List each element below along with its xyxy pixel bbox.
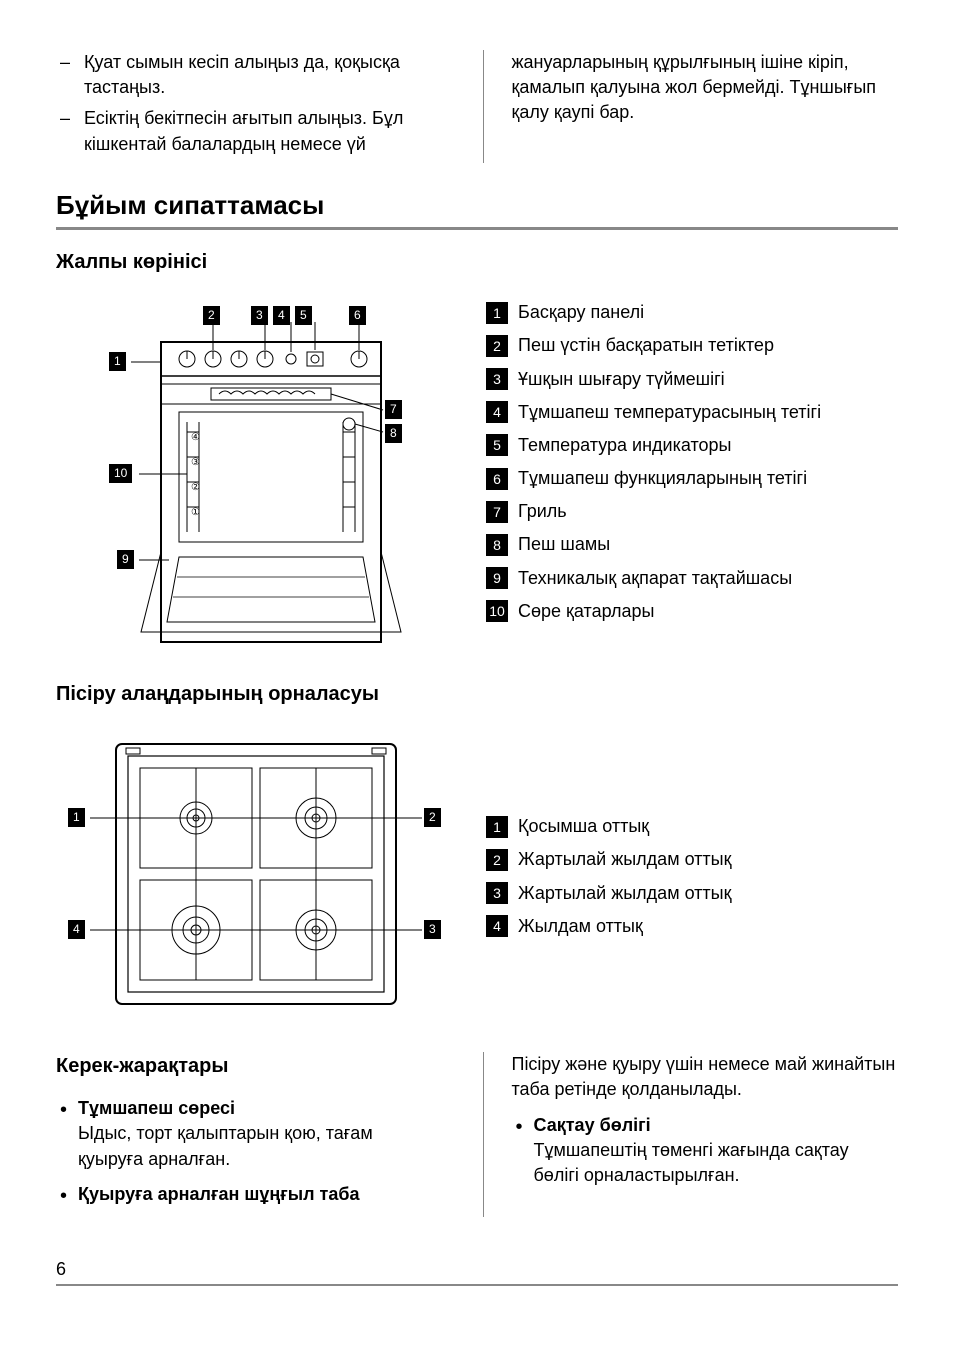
cooktop-figure-row: 1 2 3 4 1 Қосымша оттық 2 Жартылай жылдам …: [56, 724, 898, 1024]
legend-num: 1: [486, 302, 508, 324]
legend-label: Қосымша оттық: [518, 814, 649, 839]
callout-3: 3: [424, 920, 441, 939]
callout-4: 4: [68, 920, 85, 939]
legend-row: 3 Жартылай жылдам оттық: [486, 881, 898, 906]
callout-2: 2: [203, 306, 220, 325]
top-left-list: Қуат сымын кесіп алыңыз да, қоқысқа таст…: [56, 50, 443, 157]
legend-label: Сөре қатарлары: [518, 599, 654, 624]
legend-num: 2: [486, 849, 508, 871]
overview-title: Жалпы көрінісі: [56, 248, 898, 276]
oven-diagram: ④ ③ ② ①: [91, 292, 421, 652]
legend-row: 9 Техникалық ақпарат тақтайшасы: [486, 566, 898, 591]
top-left-col: Қуат сымын кесіп алыңыз да, қоқысқа таст…: [56, 50, 443, 163]
legend-row: 4 Тұмшапеш температурасының тетігі: [486, 400, 898, 425]
legend-row: 6 Тұмшапеш функцияларының тетігі: [486, 466, 898, 491]
legend-row: 3 Ұшқын шығару түймешігі: [486, 367, 898, 392]
cooktop-diagram-wrap: 1 2 3 4: [56, 724, 456, 1024]
legend-row: 4 Жылдам оттық: [486, 914, 898, 939]
accessory-name: Сақтау бөлігі: [534, 1115, 651, 1135]
legend-num: 3: [486, 882, 508, 904]
callout-5: 5: [295, 306, 312, 325]
legend-label: Пеш шамы: [518, 532, 610, 557]
accessories-right-list: Сақтау бөлігі Тұмшапештің төменгі жағынд…: [512, 1113, 899, 1189]
callout-8: 8: [385, 424, 402, 443]
legend-num: 8: [486, 534, 508, 556]
accessory-cont-desc: Пісіру және қуыру үшін немесе май жинайт…: [512, 1052, 899, 1102]
accessories-title: Керек-жарақтары: [56, 1052, 443, 1080]
accessories-right: Пісіру және қуыру үшін немесе май жинайт…: [483, 1052, 899, 1217]
legend-label: Жылдам оттық: [518, 914, 643, 939]
list-item: Қуыруға арналған шұңғыл таба: [78, 1182, 443, 1207]
legend-row: 8 Пеш шамы: [486, 532, 898, 557]
accessory-desc: Тұмшапештің төменгі жағында сақтау бөліг…: [534, 1140, 849, 1185]
accessory-name: Қуыруға арналған шұңғыл таба: [78, 1184, 360, 1204]
legend-row: 1 Қосымша оттық: [486, 814, 898, 839]
cooktop-title: Пісіру алаңдарының орналасуы: [56, 680, 898, 708]
callout-9: 9: [117, 550, 134, 569]
overview-legend: 1 Басқару панелі 2 Пеш үстін басқаратын те…: [486, 292, 898, 652]
accessories-left-list: Тұмшапеш сөресі Ыдыс, торт қалыптарын қо…: [56, 1096, 443, 1207]
legend-row: 10 Сөре қатарлары: [486, 599, 898, 624]
cooktop-legend: 1 Қосымша оттық 2 Жартылай жылдам оттық 3Ж…: [486, 724, 898, 1024]
legend-label: Ұшқын шығару түймешігі: [518, 367, 725, 392]
accessories-left: Керек-жарақтары Тұмшапеш сөресі Ыдыс, то…: [56, 1052, 443, 1217]
legend-label: Тұмшапеш функцияларының тетігі: [518, 466, 807, 491]
rail-num: ③: [191, 457, 200, 468]
top-right-col: жануарларының құрылғының ішіне кіріп, қа…: [483, 50, 899, 163]
legend-num: 2: [486, 335, 508, 357]
page-number: 6: [56, 1257, 898, 1282]
legend-row: 1 Басқару панелі: [486, 300, 898, 325]
legend-row: 5 Температура индикаторы: [486, 433, 898, 458]
callout-6: 6: [349, 306, 366, 325]
legend-label: Техникалық ақпарат тақтайшасы: [518, 566, 792, 591]
cooktop-diagram: [56, 724, 456, 1024]
legend-num: 5: [486, 434, 508, 456]
legend-num: 4: [486, 915, 508, 937]
legend-label: Басқару панелі: [518, 300, 644, 325]
list-item: Тұмшапеш сөресі Ыдыс, торт қалыптарын қо…: [78, 1096, 443, 1172]
legend-row: 2 Пеш үстін басқаратын тетіктер: [486, 333, 898, 358]
callout-2: 2: [424, 808, 441, 827]
callout-10: 10: [109, 464, 132, 483]
callout-3: 3: [251, 306, 268, 325]
legend-num: 4: [486, 401, 508, 423]
legend-label: Температура индикаторы: [518, 433, 731, 458]
legend-num: 10: [486, 600, 508, 622]
section-title: Бұйым сипаттамасы: [56, 187, 898, 223]
legend-row: 2 Жартылай жылдам оттық: [486, 847, 898, 872]
top-right-text: жануарларының құрылғының ішіне кіріп, қа…: [512, 50, 899, 126]
overview-diagram-wrap: ④ ③ ② ① 1: [56, 292, 456, 652]
legend-num: 9: [486, 567, 508, 589]
legend-label: Тұмшапеш температурасының тетігі: [518, 400, 821, 425]
list-item: Қуат сымын кесіп алыңыз да, қоқысқа таст…: [84, 50, 443, 100]
callout-1: 1: [68, 808, 85, 827]
legend-row: 7 Гриль: [486, 499, 898, 524]
list-item: Есіктің бекітпесін ағытып алыңыз. Бұл кі…: [84, 106, 443, 156]
legend-num: 6: [486, 468, 508, 490]
callout-4: 4: [273, 306, 290, 325]
overview-figure-row: ④ ③ ② ① 1: [56, 292, 898, 652]
legend-label: Пеш үстін басқаратын тетіктер: [518, 333, 774, 358]
callout-1: 1: [109, 352, 126, 371]
rail-num: ④: [191, 432, 200, 443]
rail-num: ①: [191, 507, 200, 518]
rail-num: ②: [191, 482, 200, 493]
top-continuation: Қуат сымын кесіп алыңыз да, қоқысқа таст…: [56, 50, 898, 163]
legend-label: Жартылай жылдам оттық: [518, 881, 732, 906]
legend-label: Гриль: [518, 499, 567, 524]
footer-divider: [56, 1284, 898, 1286]
accessory-name: Тұмшапеш сөресі: [78, 1098, 235, 1118]
accessories-section: Керек-жарақтары Тұмшапеш сөресі Ыдыс, то…: [56, 1052, 898, 1217]
legend-label: Жартылай жылдам оттық: [518, 847, 732, 872]
callout-7: 7: [385, 400, 402, 419]
legend-num: 3: [486, 368, 508, 390]
list-item: Сақтау бөлігі Тұмшапештің төменгі жағынд…: [534, 1113, 899, 1189]
legend-num: 1: [486, 816, 508, 838]
section-divider: [56, 227, 898, 230]
legend-num: 7: [486, 501, 508, 523]
accessory-desc: Ыдыс, торт қалыптарын қою, тағам қуыруға…: [78, 1123, 373, 1168]
